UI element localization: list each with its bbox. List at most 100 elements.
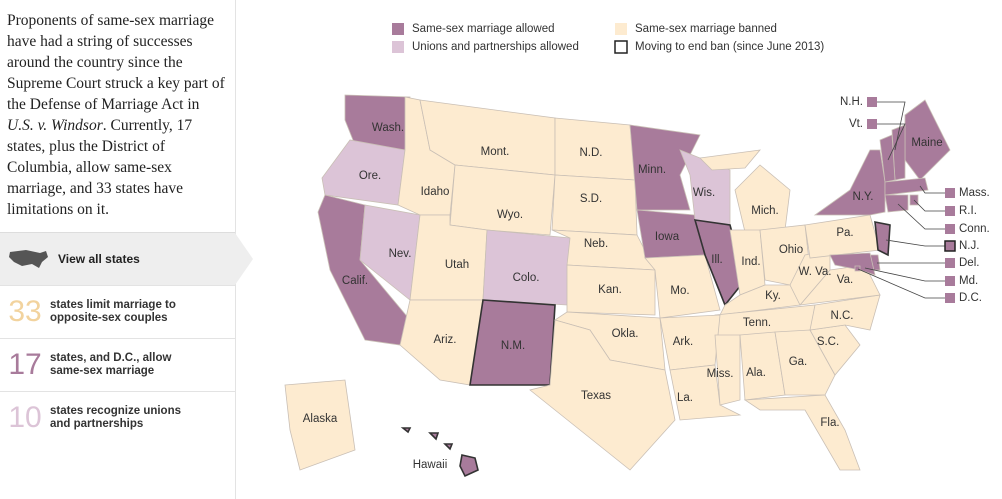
state <box>529 319 676 471</box>
state <box>829 252 876 276</box>
stat-row[interactable]: 10 states recognize unions and partnershi… <box>0 391 235 444</box>
legend-swatch <box>615 23 627 35</box>
view-all-states[interactable]: View all states <box>0 232 253 285</box>
state <box>699 149 791 233</box>
state-swatch <box>867 97 877 107</box>
state-label: Tenn. <box>743 317 771 329</box>
leader-line <box>864 267 945 282</box>
state-label: Va. <box>837 274 853 286</box>
leader-line <box>877 101 906 151</box>
leader-line <box>919 185 945 194</box>
state-label: Vt. <box>849 118 863 130</box>
state-label: Calif. <box>342 275 368 287</box>
us-icon <box>9 250 48 268</box>
state <box>884 177 929 196</box>
stat-text: states recognize unions and partnerships <box>50 405 182 430</box>
state-label: Kan. <box>598 284 622 296</box>
state-swatch <box>945 258 955 268</box>
stat-number: 10 <box>8 401 42 434</box>
state-swatch <box>944 240 956 252</box>
state-label: S.C. <box>817 336 839 348</box>
state <box>813 149 886 216</box>
state <box>743 394 861 471</box>
sidebar: Proponents of same-sex marriage have had… <box>0 0 253 499</box>
state-label: Wyo. <box>497 209 523 221</box>
leader-line <box>885 239 945 247</box>
stat-text: states limit marriage to opposite-sex co… <box>50 299 176 324</box>
state-swatch <box>945 293 955 303</box>
state <box>482 229 571 306</box>
state <box>714 334 741 406</box>
state <box>879 134 896 183</box>
state <box>399 299 484 386</box>
state-label: N.C. <box>831 310 854 322</box>
intro-text: Proponents of same-sex marriage have had… <box>0 0 235 232</box>
state-swatch <box>867 119 877 129</box>
state-label: Conn. <box>959 223 990 235</box>
state-label: Texas <box>581 390 611 402</box>
leader-line <box>897 203 945 230</box>
state-label: Md. <box>959 275 978 287</box>
state <box>874 221 891 257</box>
state-label: Ariz. <box>434 334 457 346</box>
state-label: Mich. <box>751 205 778 217</box>
stat-row[interactable]: 17 states, and D.C., allow same-sex marri… <box>0 338 235 391</box>
state-label: Hawaii <box>413 459 448 471</box>
state <box>884 194 909 213</box>
state <box>789 249 831 306</box>
state-label: Mo. <box>670 285 689 297</box>
stat-text: states, and D.C., allow same-sex marriag… <box>50 352 172 377</box>
state-label: Ohio <box>779 244 803 256</box>
state-label: N.D. <box>580 147 603 159</box>
state-label: Iowa <box>655 231 680 243</box>
state-label: Utah <box>445 259 469 271</box>
state <box>644 254 721 319</box>
legend-swatch <box>392 23 404 35</box>
intro-case: U.S. v. Windsor <box>7 117 103 134</box>
state-label: Okla. <box>612 328 639 340</box>
state-label: Minn. <box>638 164 666 176</box>
state-label: Alaska <box>303 413 338 425</box>
state-label: La. <box>677 392 693 404</box>
state-label: N.Y. <box>853 191 874 203</box>
state-label: Ala. <box>746 367 766 379</box>
intro-part: Proponents of same-sex marriage have had… <box>7 12 225 113</box>
state-label: D.C. <box>959 292 982 304</box>
state-label: Ark. <box>673 336 693 348</box>
state-label: S.D. <box>580 193 602 205</box>
state-label: Nev. <box>389 248 412 260</box>
state-label: Del. <box>959 257 979 269</box>
state-label: N.H. <box>840 96 863 108</box>
leader-line <box>857 268 945 299</box>
state-label: Miss. <box>707 368 734 380</box>
state <box>669 364 742 421</box>
state-label: N.J. <box>959 240 979 252</box>
legend-label: Same-sex marriage allowed <box>412 23 555 35</box>
state <box>854 265 861 272</box>
state <box>629 124 701 211</box>
state <box>400 427 479 478</box>
nav-label: View all states <box>58 252 140 266</box>
state-label: Ore. <box>359 170 381 182</box>
legend-label: Same-sex marriage banned <box>635 23 777 35</box>
leader-line <box>913 199 945 212</box>
legend-label: Moving to end ban (since June 2013) <box>635 41 824 53</box>
state-swatch <box>945 206 955 216</box>
state <box>284 379 356 471</box>
state-label: Pa. <box>836 227 853 239</box>
state-label: Maine <box>911 137 942 149</box>
state <box>566 264 656 316</box>
state-label: Idaho <box>421 186 450 198</box>
state-label: Neb. <box>584 238 608 250</box>
state-label: Wash. <box>372 122 404 134</box>
state-label: Fla. <box>820 417 839 429</box>
state-label: Ill. <box>711 254 723 266</box>
state-swatch <box>945 188 955 198</box>
legend-swatch <box>392 41 404 53</box>
stat-row[interactable]: 33 states limit marriage to opposite-sex … <box>0 285 235 338</box>
leader-line <box>877 123 906 161</box>
state <box>774 329 836 396</box>
state <box>449 164 556 236</box>
state-label: N.M. <box>501 340 525 352</box>
